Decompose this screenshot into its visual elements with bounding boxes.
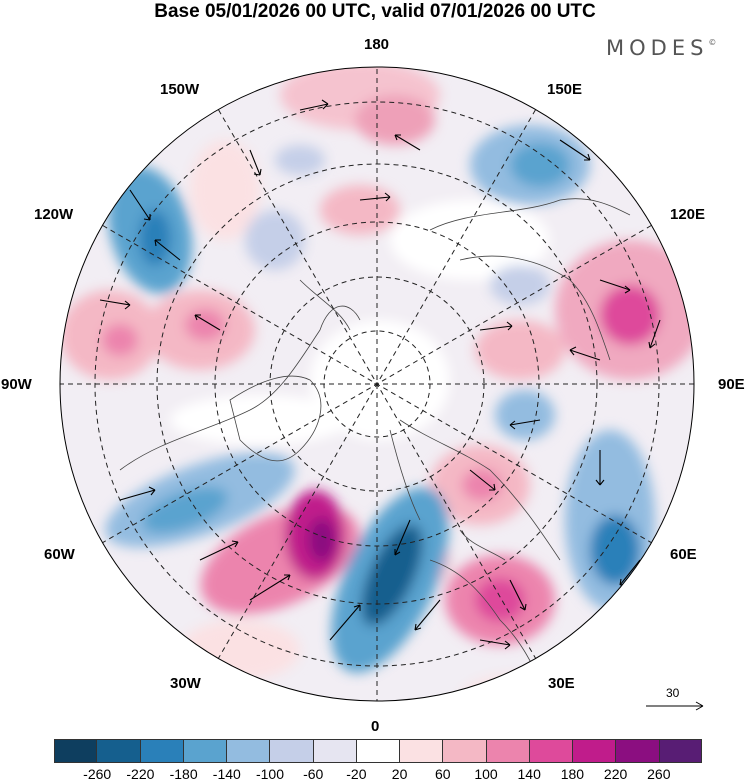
brand-name: MODES xyxy=(606,36,709,60)
lon-label-150e: 150E xyxy=(547,81,583,98)
wind-arrow xyxy=(469,469,496,491)
colorbar-swatch xyxy=(659,739,702,763)
colorbar-tick-label: 140 xyxy=(517,766,541,782)
colorbar-tick-label: 20 xyxy=(391,766,408,782)
graticule xyxy=(60,67,694,701)
reference-vector: 30 xyxy=(646,686,706,716)
map-boundary xyxy=(59,66,695,702)
lon-label-90w: 90W xyxy=(1,376,32,393)
wind-arrow xyxy=(394,519,411,556)
colorbar-tick-label: 180 xyxy=(560,766,585,782)
colorbar-swatch xyxy=(443,739,487,763)
wind-arrow xyxy=(199,540,239,561)
colorbar-tick-label: 260 xyxy=(647,766,671,782)
colorbar-tick-label: -100 xyxy=(255,766,285,782)
wind-arrow xyxy=(394,134,421,151)
colorbar-swatch xyxy=(54,739,98,763)
colorbar-tick-label: -220 xyxy=(126,766,155,782)
colorbar-tick-label: -140 xyxy=(212,766,241,782)
reference-vector-label: 30 xyxy=(666,686,680,700)
wind-arrow xyxy=(509,579,527,611)
lon-label-90e: 90E xyxy=(718,376,745,393)
colorbar-swatch xyxy=(356,739,401,763)
wind-vectors xyxy=(99,99,661,650)
wind-arrow xyxy=(509,419,541,430)
colorbar-tick-label: -260 xyxy=(83,766,112,782)
colorbar-swatch xyxy=(486,739,530,763)
wind-arrow xyxy=(569,346,601,361)
colorbar-tick-label: 100 xyxy=(474,766,498,782)
pole-neutral-zone xyxy=(310,320,450,440)
lon-label-0: 0 xyxy=(371,718,380,735)
wind-arrow xyxy=(249,574,291,601)
colorbar-tick-label: 60 xyxy=(435,766,451,782)
colorbar-tick-label: -60 xyxy=(303,766,324,782)
wind-arrow xyxy=(129,189,151,221)
lon-label-180: 180 xyxy=(364,36,390,53)
anomaly-field xyxy=(60,67,694,701)
wind-arrow xyxy=(299,99,329,111)
lon-label-60e: 60E xyxy=(670,546,697,563)
coastlines xyxy=(119,198,631,681)
colorbar-frame xyxy=(54,739,702,763)
brand-logo: MODES© xyxy=(606,36,716,60)
wind-arrow xyxy=(599,279,631,294)
colorbar-swatch xyxy=(529,739,574,763)
wind-arrow xyxy=(194,314,221,331)
brand-mark: © xyxy=(708,38,717,47)
wind-arrow xyxy=(119,486,156,501)
colorbar-swatch xyxy=(97,739,141,763)
wind-arrow xyxy=(154,239,181,261)
colorbar-swatch xyxy=(400,739,444,763)
wind-arrow xyxy=(99,299,131,310)
colorbar-swatch xyxy=(313,739,357,763)
lon-label-30e: 30E xyxy=(548,675,575,692)
wind-arrow xyxy=(359,192,391,202)
colorbar-swatch xyxy=(140,739,184,763)
wind-arrow xyxy=(595,450,605,486)
colorbar-swatch xyxy=(183,739,228,763)
wind-arrow xyxy=(479,321,513,331)
lon-label-120w: 120W xyxy=(34,206,74,223)
wind-arrow xyxy=(648,319,661,349)
wind-arrow xyxy=(329,604,361,641)
colorbar-swatch xyxy=(573,739,617,763)
colorbar xyxy=(54,739,702,763)
lon-label-60w: 60W xyxy=(44,546,75,563)
colorbar-swatch xyxy=(227,739,271,763)
lon-label-150w: 150W xyxy=(160,81,200,98)
wind-arrow xyxy=(414,599,441,631)
lon-label-30w: 30W xyxy=(170,675,201,692)
lon-label-120e: 120E xyxy=(670,206,706,223)
colorbar-swatch xyxy=(270,739,314,763)
wind-arrow xyxy=(249,149,262,176)
wind-arrow xyxy=(559,139,591,161)
wind-arrow xyxy=(479,639,511,650)
page-title: Base 05/01/2026 00 UTC, valid 07/01/2026… xyxy=(154,1,596,22)
colorbar-tick-label: -20 xyxy=(346,766,367,782)
colorbar-tick-label: -180 xyxy=(169,766,198,782)
colorbar-swatch xyxy=(616,739,660,763)
colorbar-tick-label: 220 xyxy=(603,766,628,782)
